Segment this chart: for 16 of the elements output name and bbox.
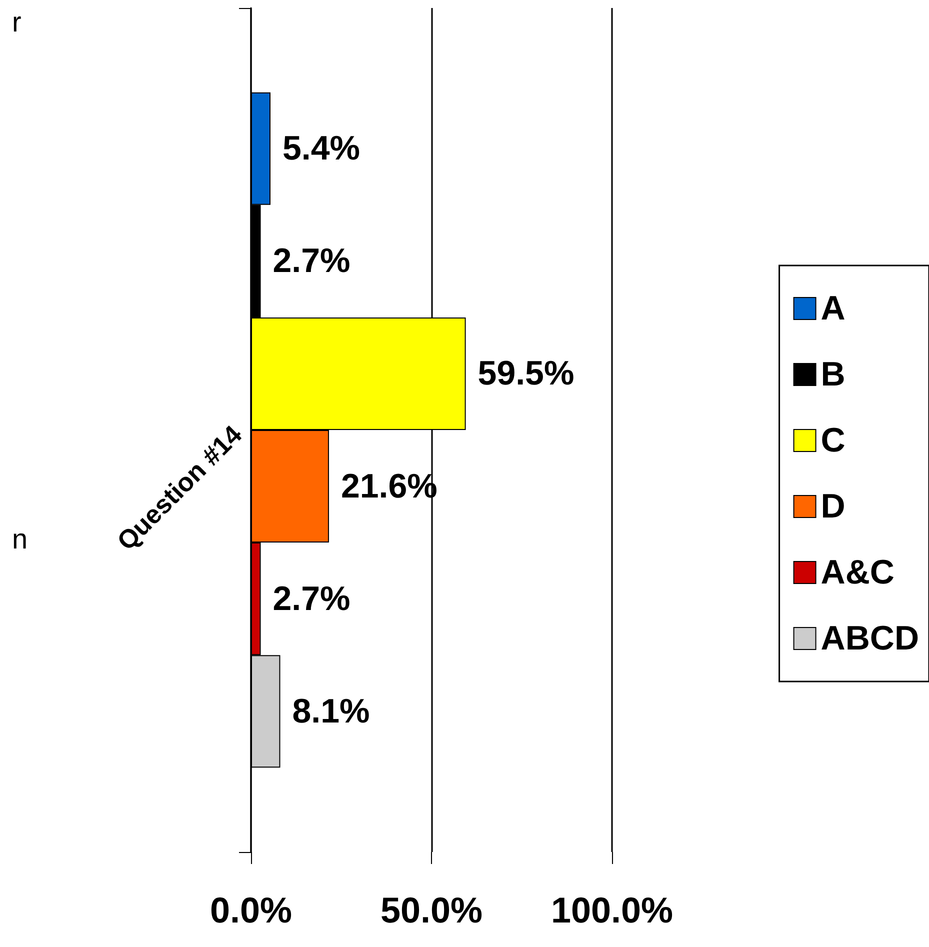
data-label: 59.5% — [478, 354, 574, 393]
legend-label: D — [820, 488, 846, 526]
x-tick-label: 50.0% — [380, 890, 483, 930]
data-label: 5.4% — [282, 130, 360, 168]
legend-label: B — [820, 356, 846, 394]
data-label: 2.7% — [272, 242, 350, 280]
text: r — [12, 6, 22, 38]
legend-label: ABCD — [820, 620, 920, 658]
legend-label: A&C — [820, 554, 894, 592]
x-tick-label: 0.0% — [210, 890, 292, 930]
data-label: 2.7% — [272, 580, 350, 618]
legend-label: A — [820, 290, 846, 328]
x-tick-label: 100.0% — [550, 890, 674, 930]
text: n — [12, 524, 28, 554]
data-label: 8.1% — [292, 692, 370, 730]
legend-label: C — [820, 422, 846, 460]
